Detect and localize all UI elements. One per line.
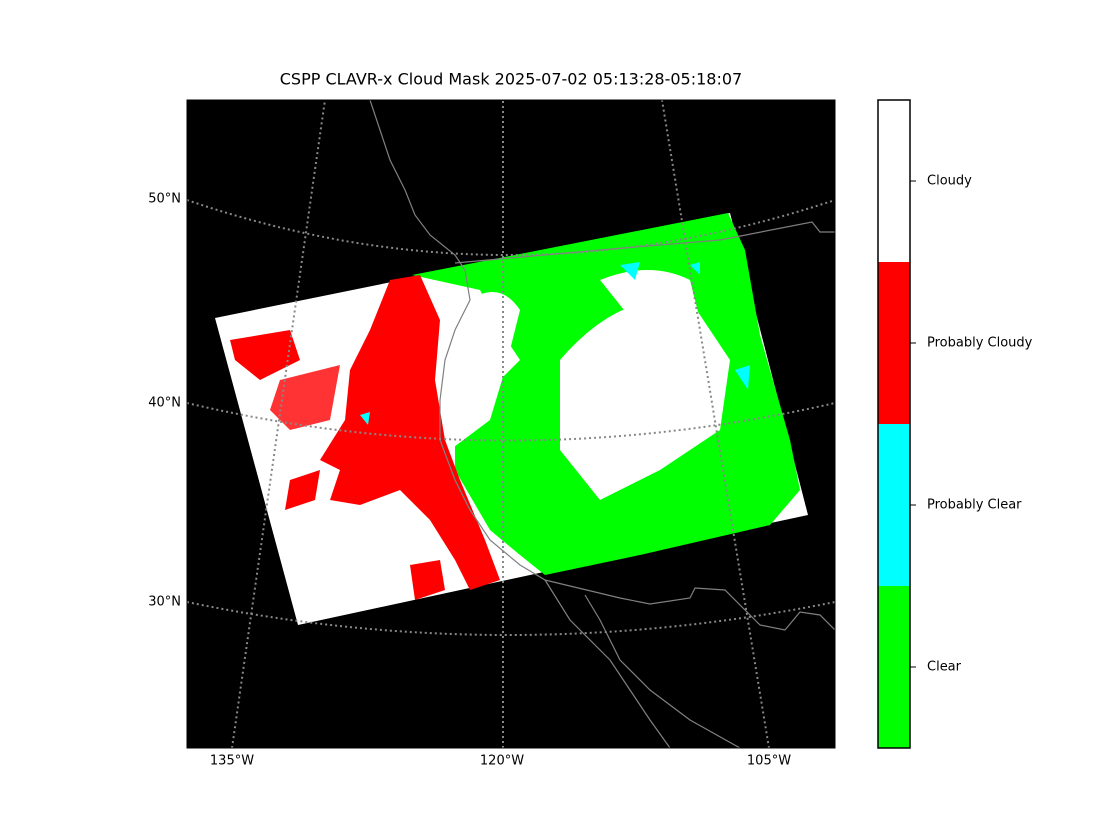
colorbar-label: Clear bbox=[927, 660, 962, 675]
probably-cloudy-area bbox=[320, 275, 500, 590]
probably-cloudy-area bbox=[230, 330, 300, 380]
graticule bbox=[231, 100, 326, 748]
coastline bbox=[369, 100, 671, 748]
probably-cloudy-area bbox=[410, 560, 445, 600]
colorbar-label: Cloudy bbox=[927, 174, 972, 189]
title: CSPP CLAVR-x Cloud Mask 2025-07-02 05:13… bbox=[280, 70, 742, 89]
coastline bbox=[584, 594, 741, 748]
lon-label: 135°W bbox=[210, 754, 254, 769]
colorbar: Cloudy Probably Cloudy Probably Clear Clear bbox=[878, 100, 1033, 748]
lat-label: 40°N bbox=[148, 396, 181, 411]
map-frame bbox=[186, 99, 836, 749]
probably-cloudy-area bbox=[270, 365, 340, 430]
border bbox=[544, 579, 835, 631]
colorbar-segment bbox=[878, 262, 910, 424]
colorbar-label: Probably Cloudy bbox=[927, 336, 1033, 351]
lat-label: 50°N bbox=[148, 192, 181, 207]
probably-cloudy-area bbox=[285, 470, 320, 510]
cloudy-area bbox=[600, 270, 700, 330]
axis-labels: 50°N 40°N 30°N 135°W 120°W 105°W bbox=[148, 192, 791, 769]
lon-label: 105°W bbox=[747, 754, 791, 769]
map bbox=[187, 100, 835, 748]
colorbar-frame bbox=[877, 99, 911, 749]
colorbar-segment bbox=[878, 424, 910, 586]
graticule bbox=[187, 601, 835, 636]
colorbar-segment bbox=[878, 586, 910, 748]
lat-label: 30°N bbox=[148, 595, 181, 610]
colorbar-segment bbox=[878, 100, 910, 262]
cloudy-area bbox=[440, 292, 520, 450]
lon-label: 120°W bbox=[480, 754, 524, 769]
colorbar-label: Probably Clear bbox=[927, 498, 1022, 513]
cloudy-area bbox=[560, 298, 730, 500]
graticule bbox=[187, 402, 835, 442]
